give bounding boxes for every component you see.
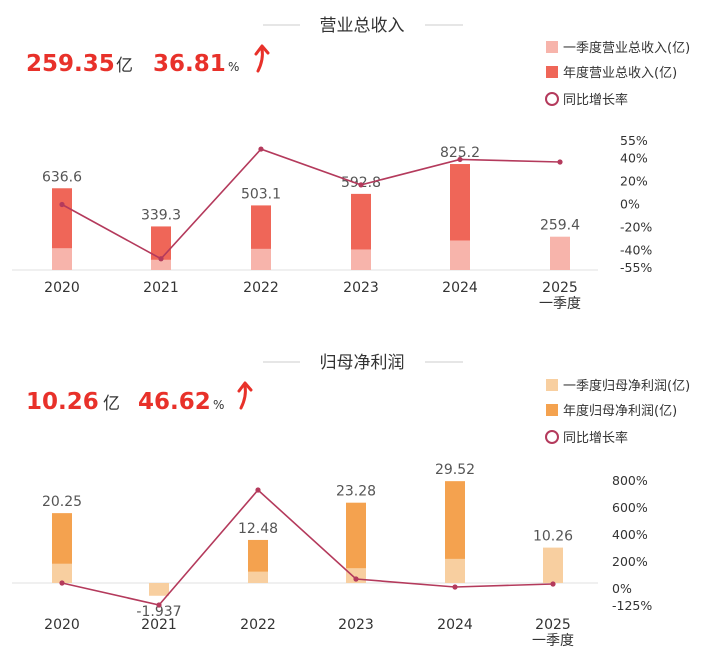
kpi2-value: 10.26 — [26, 389, 99, 415]
up-arrow-icon — [254, 44, 270, 73]
chart2-title: 归母净利润 — [320, 353, 405, 373]
category-label: 2021 — [141, 617, 177, 633]
kpi1-pct: % — [228, 60, 239, 74]
chart1-title: 营业总收入 — [320, 16, 405, 36]
quarter-bar — [149, 583, 169, 596]
annual-bar — [445, 481, 465, 583]
category-label: 2025 — [535, 617, 571, 633]
chart2-kpi: 10.26 亿 46.62 % — [26, 381, 253, 415]
quarter-bar — [450, 240, 470, 270]
category-label: 2020 — [44, 617, 80, 633]
category-label: 2020 — [44, 280, 80, 296]
right-axis-tick: 40% — [620, 150, 648, 165]
chart2-header: 归母净利润 — [263, 353, 463, 373]
right-axis-tick: 800% — [612, 473, 648, 488]
quarter-bar — [445, 558, 465, 583]
quarter-bar — [251, 248, 271, 270]
growth-line — [61, 148, 561, 260]
category-label: 2023 — [338, 617, 374, 633]
right-axis-tick: 400% — [612, 527, 648, 542]
chart1-kpi: 259.35 亿 36.81 % — [26, 44, 270, 77]
bar-value-label: 339.3 — [141, 207, 181, 223]
category-label: 一季度 — [532, 633, 574, 649]
right-axis-tick: 0% — [612, 581, 632, 596]
quarter-bar — [550, 236, 570, 270]
legend-marker-growth — [545, 92, 559, 106]
legend-swatch-quarter — [546, 41, 558, 53]
legend-swatch-annual — [546, 404, 558, 416]
growth-point — [255, 487, 261, 493]
growth-point — [158, 256, 164, 262]
legend-label-quarter: 一季度归母净利润(亿) — [563, 378, 690, 394]
bar-value-label: -1.937 — [136, 604, 181, 620]
legend-label-annual: 年度归母净利润(亿) — [563, 403, 677, 419]
legend-swatch-quarter — [546, 379, 558, 391]
growth-point — [358, 182, 364, 188]
bar-value-label: 29.52 — [435, 462, 475, 478]
legend-marker-growth — [545, 430, 559, 444]
category-label: 2023 — [343, 280, 379, 296]
chart1-legend: 一季度营业总收入(亿) 年度营业总收入(亿) 同比增长率 — [545, 40, 690, 108]
right-axis-tick: -55% — [620, 260, 652, 275]
chart2-legend: 一季度归母净利润(亿) 年度归母净利润(亿) 同比增长率 — [545, 378, 690, 446]
quarter-bar — [52, 248, 72, 270]
kpi1-growth: 36.81 — [153, 51, 226, 77]
kpi2-pct: % — [213, 398, 224, 412]
right-axis-tick: 0% — [620, 197, 640, 212]
bar-value-label: 23.28 — [336, 484, 376, 500]
bar-value-label: 825.2 — [440, 145, 480, 161]
category-label: 一季度 — [539, 296, 581, 312]
bar-value-label: 12.48 — [238, 521, 278, 537]
quarter-bar — [151, 259, 171, 270]
quarter-bar — [248, 571, 268, 583]
category-label: 2022 — [243, 280, 279, 296]
bar-value-label: 20.25 — [42, 494, 82, 510]
quarter-bar — [543, 547, 563, 583]
category-label: 2024 — [442, 280, 478, 296]
kpi2-growth: 46.62 — [138, 389, 211, 415]
legend-label-growth: 同比增长率 — [563, 430, 628, 446]
right-axis-tick: 200% — [612, 554, 648, 569]
kpi1-unit: 亿 — [116, 56, 133, 76]
legend-swatch-annual — [546, 66, 558, 78]
bar-value-label: 259.4 — [540, 218, 580, 234]
bar-value-label: 636.6 — [42, 169, 82, 185]
bar-value-label: 10.26 — [533, 529, 573, 545]
growth-point — [59, 201, 65, 208]
chart1-plot: 636.62020339.32021503.12022592.82023825.… — [12, 133, 652, 312]
quarter-bar — [351, 249, 371, 270]
annual-bar — [151, 226, 171, 270]
category-label: 2022 — [240, 617, 276, 633]
growth-point — [557, 159, 563, 165]
right-axis-tick: 600% — [612, 500, 648, 515]
category-label: 2025 — [542, 280, 578, 296]
right-axis-tick: -125% — [612, 598, 652, 613]
bar-value-label: 503.1 — [241, 186, 281, 202]
growth-point — [59, 580, 65, 586]
growth-point — [353, 576, 359, 582]
right-axis-tick: 55% — [620, 133, 648, 148]
chart1-header: 营业总收入 — [263, 16, 463, 36]
growth-point — [550, 581, 556, 587]
growth-point — [457, 156, 463, 163]
category-label: 2024 — [437, 617, 473, 633]
legend-label-growth: 同比增长率 — [563, 92, 628, 108]
kpi2-unit: 亿 — [103, 394, 120, 414]
growth-point — [156, 602, 162, 608]
kpi1-value: 259.35 — [26, 51, 115, 77]
legend-label-annual: 年度营业总收入(亿) — [563, 65, 677, 81]
quarter-bar — [52, 563, 72, 583]
right-axis-tick: -40% — [620, 243, 652, 258]
growth-point — [452, 584, 458, 590]
right-axis-tick: -20% — [620, 220, 652, 235]
legend-label-quarter: 一季度营业总收入(亿) — [563, 40, 690, 56]
growth-line — [61, 488, 554, 606]
up-arrow-icon — [237, 381, 253, 410]
category-label: 2021 — [143, 280, 179, 296]
growth-point — [258, 146, 264, 152]
annual-bar — [346, 502, 366, 583]
right-axis-tick: 20% — [620, 173, 648, 188]
